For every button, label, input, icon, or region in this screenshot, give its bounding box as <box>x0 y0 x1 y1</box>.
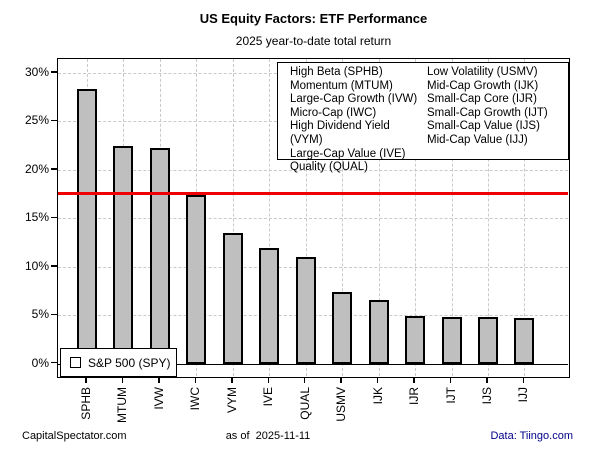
x-axis-tick <box>85 378 87 383</box>
x-axis-label-QUAL: QUAL <box>297 387 312 420</box>
legend-entry: Small-Cap Value (IJS) <box>427 120 540 133</box>
bar-MTUM <box>113 145 134 364</box>
spy-legend-label: S&P 500 (SPY) <box>88 355 171 370</box>
y-axis-tick <box>51 119 57 122</box>
x-axis-label-IJR: IJR <box>407 387 422 405</box>
y-axis-label: 10% <box>24 258 49 273</box>
x-axis-label-IWC: IWC <box>188 387 203 411</box>
x-axis-tick <box>121 378 124 383</box>
x-axis-label-USMV: USMV <box>334 387 349 422</box>
h-gridline <box>58 169 568 171</box>
legend-entry: Low Volatility (USMV) <box>427 66 538 78</box>
legend-entry: High Dividend Yield (VYM) <box>290 120 390 146</box>
y-axis-label: 30% <box>24 65 49 79</box>
legend-entry: Small-Cap Growth (IJT) <box>427 106 548 119</box>
y-axis-tick <box>51 71 57 73</box>
footer-as-of-date: as of 2025-11-11 <box>225 430 311 442</box>
v-gridline <box>487 59 489 376</box>
v-gridline <box>451 59 453 376</box>
factor-legend-col2: Low Volatility (USMV) Mid-Cap Growth (IJ… <box>425 63 568 159</box>
x-axis-label-IVW: IVW <box>151 387 166 410</box>
spy-reference-line <box>58 191 568 195</box>
factor-legend: High Beta (SPHB) Momentum (MTUM) Large-C… <box>277 62 569 173</box>
bar-VYM <box>222 232 243 364</box>
y-axis-label: 15% <box>24 210 49 225</box>
x-axis-label-IJK: IJK <box>370 387 385 405</box>
x-axis-label-IVE: IVE <box>261 387 276 407</box>
y-axis-tick <box>51 361 57 364</box>
x-axis-tick <box>158 378 160 383</box>
v-gridline <box>524 59 526 376</box>
y-axis-tick <box>51 168 57 170</box>
v-gridline <box>415 59 417 376</box>
y-axis-tick <box>51 216 57 219</box>
v-gridline <box>232 59 234 376</box>
v-gridline <box>378 59 380 376</box>
y-axis-label: 25% <box>24 113 49 128</box>
x-axis-tick <box>376 378 379 383</box>
h-gridline <box>58 218 568 220</box>
legend-entry: Quality (QUAL) <box>290 161 368 174</box>
legend-entry: Mid-Cap Growth (IJK) <box>427 79 539 92</box>
y-axis-label: 5% <box>31 307 49 322</box>
legend-entry: Small-Cap Core (IJR) <box>427 93 537 106</box>
x-axis-tick <box>340 378 342 383</box>
factor-legend-col1: High Beta (SPHB) Momentum (MTUM) Large-C… <box>278 63 425 173</box>
x-axis-tick <box>413 378 415 383</box>
bar-IJR <box>405 316 426 364</box>
bar-IJT <box>441 317 462 364</box>
y-axis-tick <box>51 265 57 267</box>
bar-USMV <box>332 291 353 364</box>
chart-subtitle: 2025 year-to-date total return <box>235 34 392 48</box>
y-axis-label: 20% <box>24 161 49 176</box>
bar-IVW <box>149 147 170 364</box>
x-axis-tick <box>486 378 488 383</box>
legend-entry: Large-Cap Value (IVE) <box>290 147 406 160</box>
legend-entry: Momentum (MTUM) <box>290 79 393 92</box>
x-axis-tick <box>449 378 452 383</box>
legend-entry: Mid-Cap Value (IJJ) <box>427 133 528 146</box>
x-axis-tick <box>194 378 197 383</box>
footer-data-credit: Data: Tiingo.com <box>490 430 573 442</box>
x-axis-label-IJJ: IJJ <box>516 387 531 403</box>
x-axis-label-IJS: IJS <box>479 387 494 405</box>
x-axis-label-SPHB: SPHB <box>79 387 93 420</box>
bar-IJK <box>368 299 389 364</box>
bar-SPHB <box>77 88 97 364</box>
spy-red-swatch-icon <box>70 357 81 368</box>
x-axis-label-VYM: VYM <box>224 387 239 414</box>
legend-entry: Large-Cap Growth (IVW) <box>290 93 418 106</box>
footer-source-site: CapitalSpectator.com <box>22 430 127 442</box>
legend-entry: Micro-Cap (IWC) <box>290 106 377 119</box>
y-axis-label: 0% <box>31 355 49 370</box>
bar-QUAL <box>295 257 316 364</box>
bar-IJJ <box>514 318 535 364</box>
x-axis-tick <box>303 378 306 383</box>
y-axis-tick <box>51 313 57 315</box>
chart-title: US Equity Factors: ETF Performance <box>199 11 428 26</box>
x-axis-tick <box>522 378 525 383</box>
zero-baseline <box>58 363 568 366</box>
x-axis-tick <box>267 378 269 383</box>
v-gridline <box>342 59 344 376</box>
v-gridline <box>269 59 271 376</box>
legend-entry: High Beta (SPHB) <box>290 66 383 78</box>
bar-IJS <box>477 317 498 364</box>
x-axis-label-IJT: IJT <box>443 387 458 404</box>
bar-IWC <box>186 195 207 364</box>
x-axis-label-MTUM: MTUM <box>115 387 130 423</box>
v-gridline <box>305 59 307 376</box>
bar-IVE <box>259 248 280 364</box>
x-axis-tick <box>231 378 233 383</box>
spy-reference-legend: S&P 500 (SPY) <box>60 348 177 377</box>
